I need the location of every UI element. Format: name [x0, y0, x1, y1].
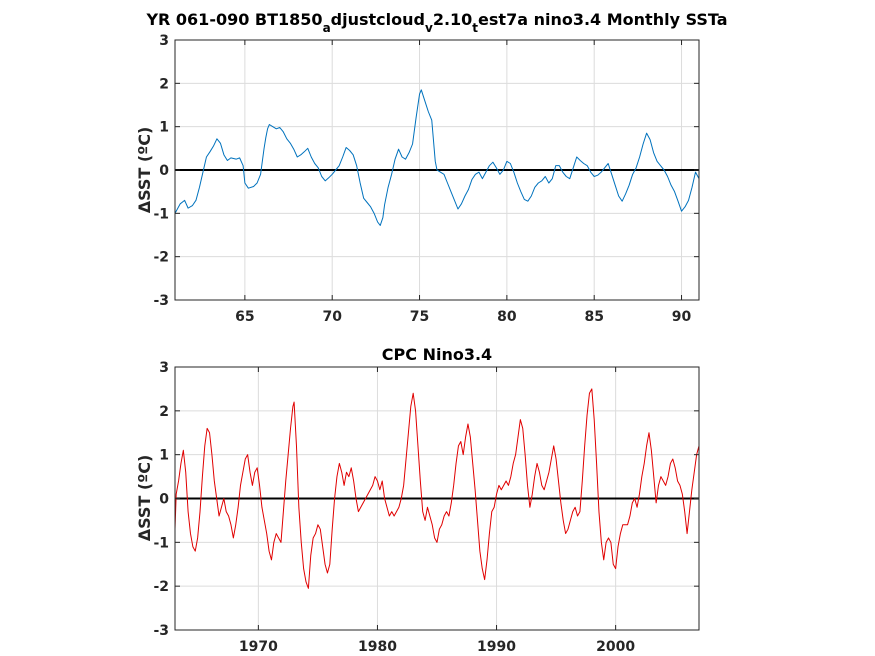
y-tick-label: 1 — [159, 120, 169, 136]
y-tick-label: -3 — [153, 623, 169, 639]
y-tick-label: -2 — [153, 250, 169, 266]
x-tick-label: 1980 — [358, 639, 397, 655]
top-y-axis-label: ΔSST (ºC) — [135, 127, 154, 214]
series-line — [174, 89, 700, 226]
x-tick-label: 85 — [584, 309, 603, 325]
y-tick-label: -3 — [153, 293, 169, 309]
top-ticks: 65 70 75 80 85 90 -3 -2 -1 0 1 2 3 — [153, 33, 699, 325]
bottom-ticks: 1970 1980 1990 2000 -3 -2 -1 0 1 2 3 — [153, 360, 699, 655]
series-line — [174, 388, 700, 589]
y-tick-label: 2 — [159, 404, 169, 420]
title-part: a — [323, 21, 331, 35]
top-panel: 65 70 75 80 85 90 -3 -2 -1 0 1 2 3 YR 061-090 BT1850… — [135, 10, 728, 325]
x-tick-label: 2000 — [596, 639, 635, 655]
x-tick-label: 1990 — [477, 639, 516, 655]
x-tick-label: 1970 — [239, 639, 278, 655]
x-tick-label: 65 — [235, 309, 254, 325]
y-tick-label: 1 — [159, 448, 169, 464]
top-series — [174, 89, 700, 226]
title-part: v — [425, 21, 433, 35]
y-tick-label: -1 — [153, 535, 169, 551]
y-tick-label: 0 — [159, 163, 169, 179]
bottom-y-axis-label: ΔSST (ºC) — [135, 455, 154, 542]
y-tick-label: 3 — [159, 33, 169, 49]
title-part: YR 061-090 BT1850 — [145, 10, 322, 29]
top-chart-title: YR 061-090 BT1850adjustcloudv2.10test7a … — [145, 10, 727, 35]
title-part: 2.10 — [433, 10, 472, 29]
title-part: CPC Nino3.4 — [382, 345, 492, 364]
title-part: est7a nino3.4 Monthly SSTa — [478, 10, 728, 29]
y-tick-label: 3 — [159, 360, 169, 376]
title-part: t — [472, 21, 478, 35]
x-tick-label: 70 — [322, 309, 342, 325]
y-tick-label: -2 — [153, 579, 169, 595]
y-tick-label: 2 — [159, 76, 169, 92]
bottom-panel: 1970 1980 1990 2000 -3 -2 -1 0 1 2 3 CPC Nino3.4 Δ… — [135, 345, 700, 655]
bottom-series — [174, 388, 700, 589]
x-tick-label: 75 — [410, 309, 429, 325]
bottom-chart-title: CPC Nino3.4 — [382, 345, 492, 364]
y-tick-label: 0 — [159, 492, 169, 508]
y-tick-label: -1 — [153, 206, 169, 222]
title-part: djustcloud — [331, 10, 425, 29]
x-tick-label: 90 — [672, 309, 692, 325]
x-tick-label: 80 — [497, 309, 517, 325]
